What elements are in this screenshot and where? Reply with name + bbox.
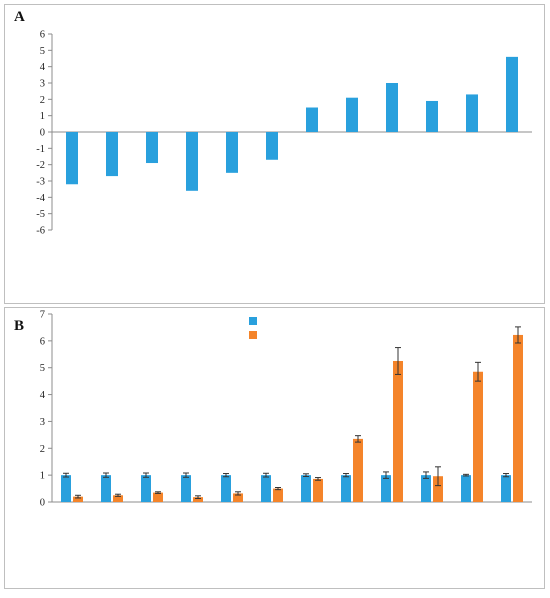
bar — [226, 132, 238, 173]
bar — [181, 475, 191, 502]
bar — [233, 493, 243, 502]
bar — [461, 475, 471, 502]
legend-swatch — [249, 317, 257, 325]
y-tick-label: 2 — [40, 444, 45, 455]
bar — [106, 132, 118, 177]
bar — [501, 475, 511, 502]
y-tick-label: 1 — [40, 111, 45, 122]
y-tick-label: 7 — [40, 310, 45, 321]
bar — [101, 475, 111, 502]
panel-b-letter: B — [14, 318, 24, 334]
bar — [393, 361, 403, 502]
bar — [221, 475, 231, 502]
y-tick-label: 2 — [40, 95, 45, 106]
y-tick-label: 3 — [40, 79, 45, 90]
bar — [426, 100, 438, 132]
bar — [193, 497, 203, 502]
bar — [313, 478, 323, 502]
y-tick-label: 4 — [40, 390, 46, 401]
y-tick-label: 5 — [40, 46, 45, 57]
y-tick-label: -3 — [36, 177, 45, 188]
bar — [421, 475, 431, 502]
bar — [146, 132, 158, 164]
y-tick-label: -4 — [36, 193, 45, 204]
bar — [381, 475, 391, 502]
bar — [506, 56, 518, 132]
bar — [353, 438, 363, 502]
panel-a-letter: A — [14, 9, 25, 25]
bar — [61, 475, 71, 502]
y-tick-label: 6 — [40, 30, 45, 41]
bar — [346, 97, 358, 132]
bar — [301, 475, 311, 502]
legend-swatch — [249, 331, 257, 339]
bar — [113, 495, 123, 502]
y-tick-label: 3 — [40, 417, 45, 428]
bar — [153, 492, 163, 502]
bar — [66, 132, 78, 185]
bar — [273, 488, 283, 502]
bar — [186, 132, 198, 191]
bar — [513, 334, 523, 502]
y-tick-label: -5 — [36, 209, 45, 220]
panel-a-chart: -6 -5 -4 -3 -2 -1 0 1 2 3 4 5 6 — [36, 30, 532, 237]
bar — [141, 475, 151, 502]
panel-b-frame — [4, 307, 545, 589]
y-tick-label: 0 — [40, 128, 45, 139]
bar — [73, 496, 83, 502]
bar — [386, 83, 398, 132]
bar — [466, 94, 478, 132]
bar — [473, 371, 483, 502]
y-tick-label: 1 — [40, 471, 45, 482]
y-tick-label: 5 — [40, 363, 45, 374]
panel-a-frame — [4, 4, 545, 304]
y-tick-label: -1 — [36, 144, 45, 155]
y-tick-label: -2 — [36, 160, 45, 171]
bar — [306, 107, 318, 132]
bar — [266, 132, 278, 160]
y-tick-label: 0 — [40, 498, 45, 509]
y-tick-label: 4 — [40, 62, 46, 73]
y-tick-label: 6 — [40, 336, 45, 347]
y-tick-label: -6 — [36, 226, 45, 237]
panel-b-chart: 0 1 2 3 4 5 6 7 — [40, 310, 532, 509]
bar — [433, 476, 443, 502]
bar — [341, 475, 351, 502]
bar — [261, 475, 271, 502]
